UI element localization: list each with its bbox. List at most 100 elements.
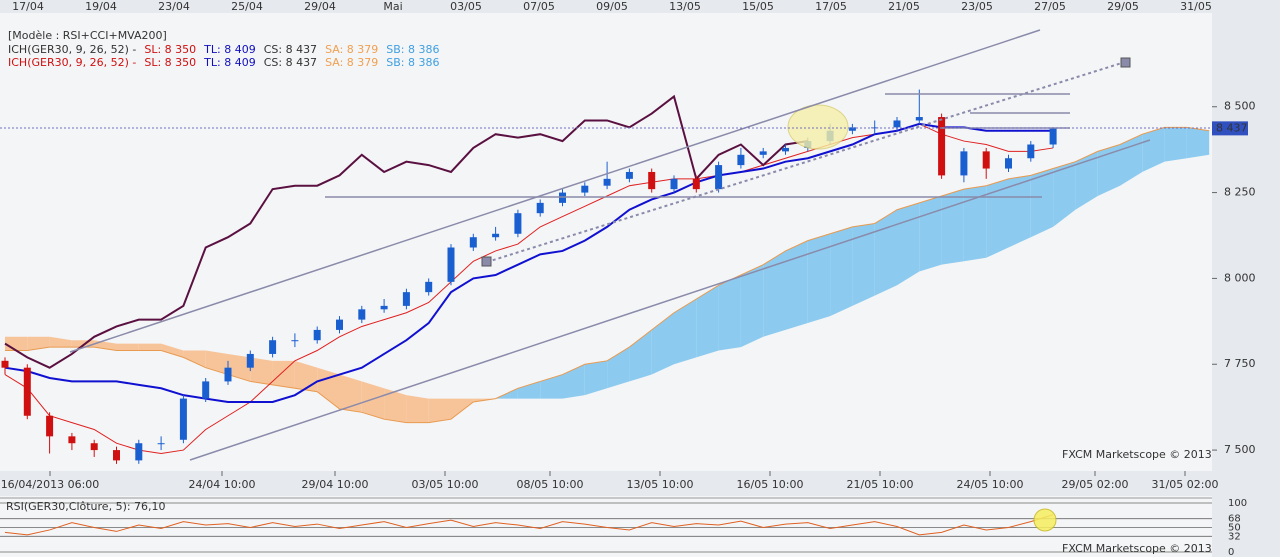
cloud-segment xyxy=(540,374,563,399)
legend-item: CS: 8 437 xyxy=(264,43,317,56)
candle-body xyxy=(581,185,589,193)
candle-body xyxy=(336,319,343,330)
legend-item: SB: 8 386 xyxy=(386,56,439,69)
top-tick-label: 09/05 xyxy=(596,0,628,13)
cloud-segment xyxy=(250,357,273,385)
legend-item: TL: 8 409 xyxy=(203,43,256,56)
highlight xyxy=(787,104,849,150)
cloud-segment xyxy=(674,299,697,365)
cloud-segment xyxy=(1186,127,1210,159)
top-tick-label: 17/05 xyxy=(815,0,847,13)
cloud-segment xyxy=(161,343,184,358)
x-tick-label: 16/04/2013 06:00 xyxy=(1,478,100,491)
candle-body xyxy=(603,178,611,186)
candle-body xyxy=(670,178,678,190)
legend-line: ICH(GER30, 9, 26, 52) - SL: 8 350 TL: 8 40… xyxy=(8,43,440,56)
cloud-segment xyxy=(272,360,295,389)
top-tick-label: 03/05 xyxy=(450,0,482,13)
cloud-segment xyxy=(740,264,764,348)
cloud-segment xyxy=(27,336,50,351)
candle-body xyxy=(1,360,9,368)
candle-body xyxy=(982,151,990,169)
candle-body xyxy=(68,436,76,444)
cloud-segment xyxy=(138,343,162,351)
x-tick-label: 24/04 10:00 xyxy=(189,478,256,491)
cloud-segment xyxy=(317,367,340,409)
rsi-tick-label: 100 xyxy=(1228,498,1247,509)
x-tick-label: 24/05 10:00 xyxy=(957,478,1024,491)
candle-body xyxy=(893,120,901,128)
candle-body xyxy=(425,281,433,293)
trend-line xyxy=(69,29,1041,353)
candle-body xyxy=(1027,144,1035,159)
y-tick-label: 8 250 xyxy=(1224,186,1256,199)
legend-line: ICH(GER30, 9, 26, 52) - SL: 8 350 TL: 8 40… xyxy=(8,56,440,69)
top-tick-label: 23/05 xyxy=(961,0,993,13)
cloud-segment xyxy=(1008,175,1031,248)
legend-item: SL: 8 350 xyxy=(144,43,196,56)
candle-body xyxy=(915,117,923,121)
x-tick-label: 08/05 10:00 xyxy=(517,478,584,491)
cloud-segment xyxy=(874,209,897,296)
candle-body xyxy=(960,151,968,176)
candle-body xyxy=(1049,128,1057,145)
cloud-segment xyxy=(428,398,451,423)
legend-item: SA: 8 379 xyxy=(325,43,378,56)
legend-item: SB: 8 386 xyxy=(386,43,439,56)
senkou-a xyxy=(5,126,1210,424)
cloud-segment xyxy=(406,395,429,423)
cloud-segment xyxy=(49,336,72,348)
right-axis xyxy=(1212,13,1280,557)
x-tick-label: 31/05 02:00 xyxy=(1152,478,1219,491)
candle-body xyxy=(113,450,120,461)
top-tick-label: 31/05 xyxy=(1180,0,1212,13)
candle-body xyxy=(447,247,455,282)
cloud-segment xyxy=(228,353,251,382)
candle-body xyxy=(1005,158,1012,169)
legend-item: SA: 8 379 xyxy=(325,56,378,69)
trend-line xyxy=(189,139,1151,461)
cloud-segment xyxy=(852,223,875,306)
cloud-segment xyxy=(830,226,853,317)
candle-body xyxy=(848,127,856,131)
candle-body xyxy=(715,165,723,190)
highlight xyxy=(1033,508,1057,532)
top-tick-label: 29/04 xyxy=(304,0,336,13)
cloud-segment xyxy=(919,196,942,272)
candle-body xyxy=(224,367,232,382)
rsi-tick-label: 68 xyxy=(1228,514,1241,525)
cloud-segment xyxy=(1075,151,1098,210)
watermark: FXCM Marketscope © 2013 xyxy=(1062,448,1212,461)
candle-body xyxy=(202,381,210,399)
top-tick-label: Mai xyxy=(383,0,402,13)
cloud-segment xyxy=(785,240,808,330)
candle-body xyxy=(179,398,187,440)
cloud-segment xyxy=(1120,134,1143,186)
cloud-segment xyxy=(1053,161,1076,227)
candle-body xyxy=(514,213,522,234)
rsi-title: RSI(GER30,Clôture, 5): 76,10 xyxy=(6,500,166,513)
cloud-segment xyxy=(651,312,674,375)
annotations xyxy=(0,29,1212,532)
legend-item: ICH(GER30, 9, 26, 52) - xyxy=(8,43,136,56)
cloud-segment xyxy=(807,233,831,324)
candle-body xyxy=(269,340,277,354)
cloud-segment xyxy=(897,202,920,286)
rsi-tick-label: 32 xyxy=(1228,531,1241,542)
y-tick-label: 8 500 xyxy=(1224,100,1256,113)
top-tick-label: 23/04 xyxy=(158,0,190,13)
candle-body xyxy=(492,233,500,238)
indicator-line xyxy=(4,94,808,369)
cloud-segment xyxy=(183,350,206,368)
candle-body xyxy=(469,237,477,248)
cloud-segment xyxy=(451,398,474,420)
x-tick-label: 21/05 10:00 xyxy=(847,478,914,491)
last-price-box xyxy=(1212,121,1248,136)
top-tick-label: 07/05 xyxy=(523,0,555,13)
cloud-segment xyxy=(1142,127,1165,172)
x-tick-label: 13/05 10:00 xyxy=(627,478,694,491)
candle-body xyxy=(90,443,98,451)
top-tick-label: 21/05 xyxy=(888,0,920,13)
indicator-line xyxy=(4,122,1054,404)
